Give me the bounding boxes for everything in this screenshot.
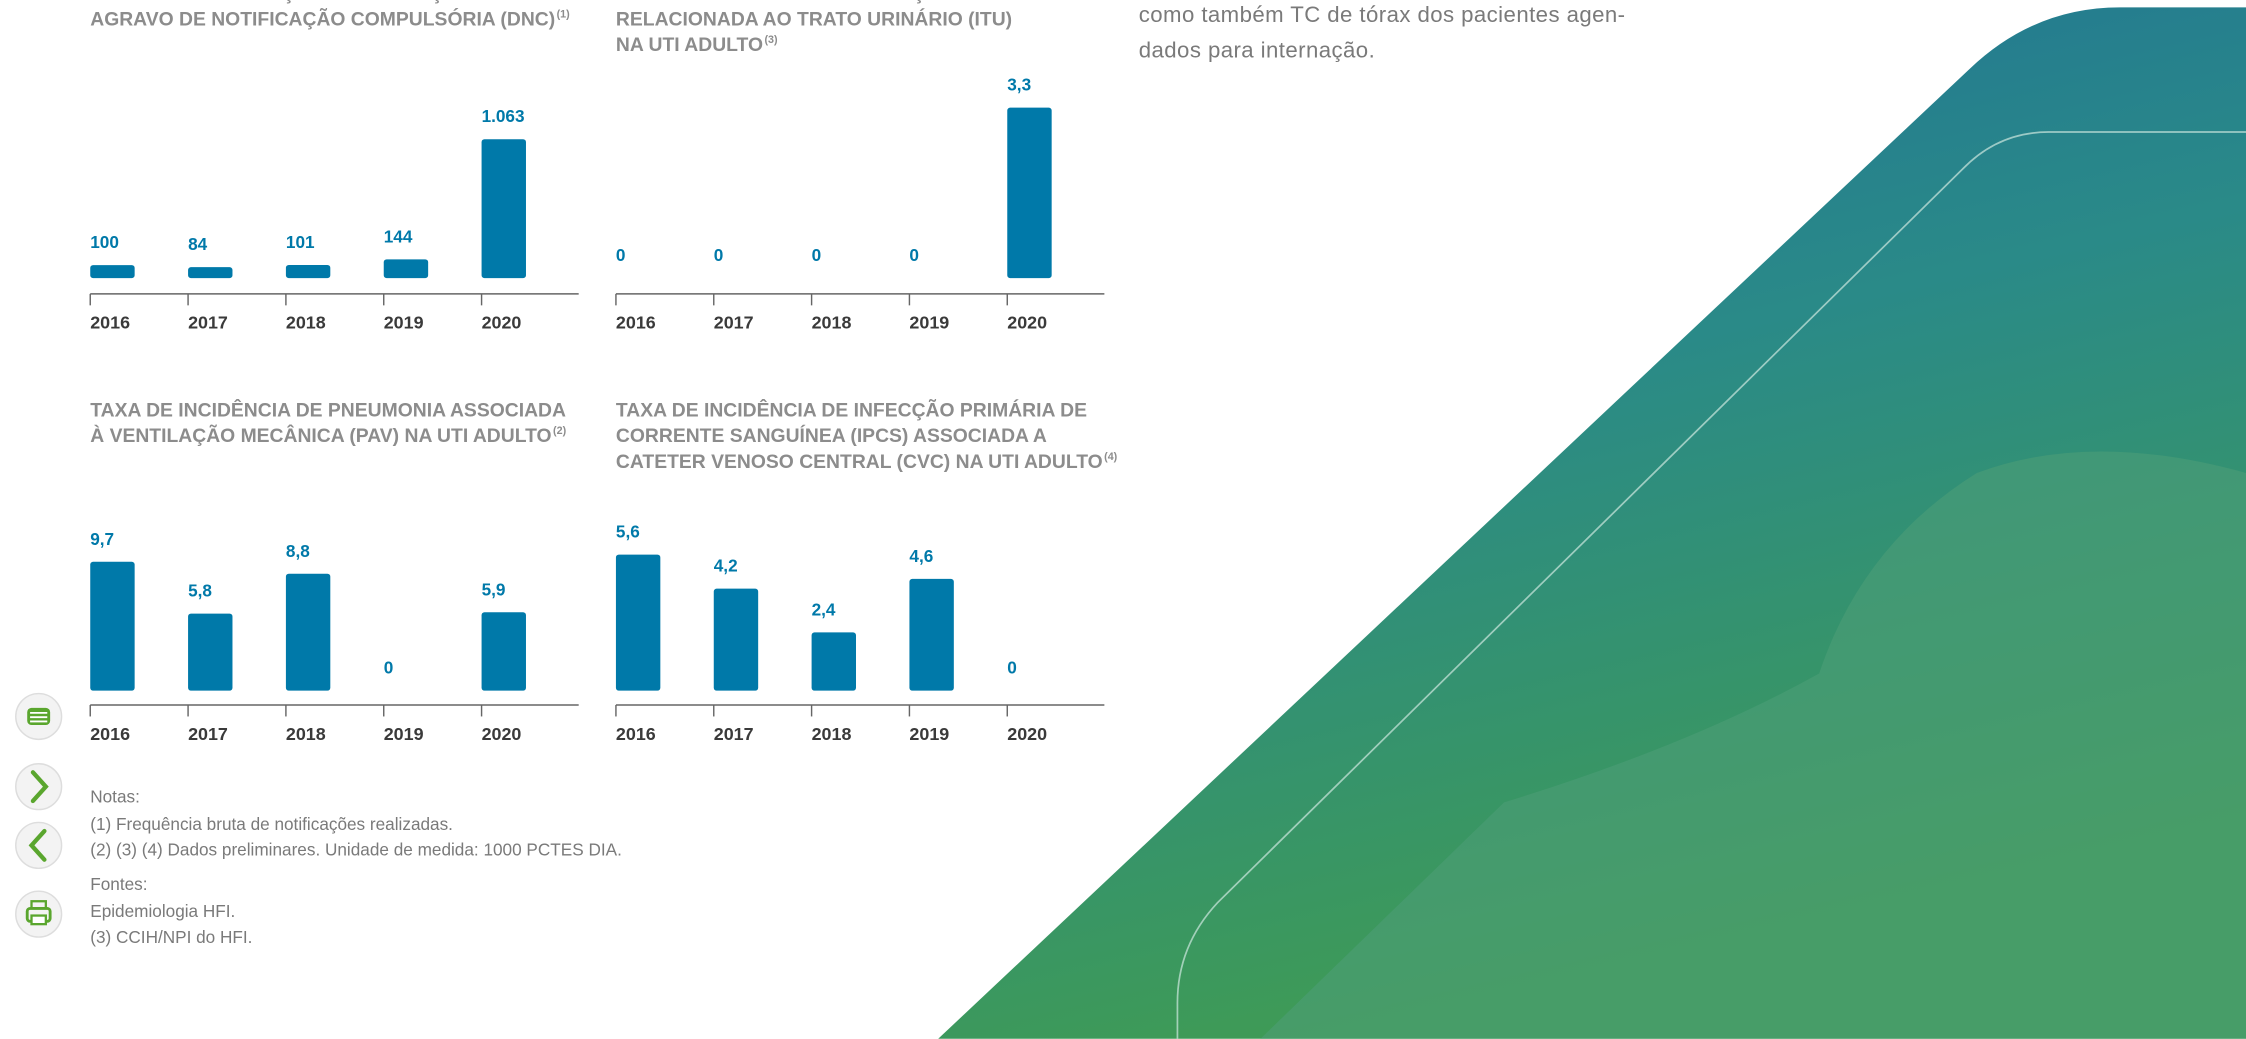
chart-title: RELACIONADA AO TRATO URINÁRIO (ITU) bbox=[616, 7, 1012, 30]
title-footnote-ref: (4) bbox=[1104, 451, 1118, 463]
x-tick-label: 2020 bbox=[1007, 313, 1047, 333]
note-line: (1) Frequência bruta de notificações rea… bbox=[90, 814, 453, 834]
value-label: 5,6 bbox=[616, 522, 640, 542]
x-tick-label: 2020 bbox=[1007, 724, 1047, 744]
bar bbox=[90, 561, 135, 691]
x-tick-label: 2016 bbox=[90, 313, 130, 333]
print-button[interactable] bbox=[15, 890, 63, 938]
value-label: 84 bbox=[188, 234, 208, 254]
menu-button[interactable] bbox=[15, 692, 63, 741]
chart-title: TAXA DE INCIDÊNCIA DE PNEUMONIA ASSOCIAD… bbox=[90, 397, 566, 421]
x-tick-label: 2018 bbox=[286, 313, 326, 333]
photo-figure bbox=[1260, 451, 2246, 1039]
chart-title: NA UTI ADULTO bbox=[616, 35, 763, 56]
previous-button[interactable] bbox=[15, 821, 63, 870]
bar bbox=[90, 265, 135, 279]
chart-title: CATETER VENOSO CENTRAL (CVC) NA UTI ADUL… bbox=[616, 452, 1103, 473]
x-tick-label: 2016 bbox=[616, 724, 656, 744]
bar bbox=[383, 259, 429, 279]
note-line: (2) (3) (4) Dados preliminares. Unidade … bbox=[90, 840, 622, 860]
value-label: 0 bbox=[616, 245, 626, 265]
x-tick-label: 2018 bbox=[812, 313, 852, 333]
value-label: 0 bbox=[812, 245, 822, 265]
value-label: 4,6 bbox=[909, 546, 933, 566]
note-line: Notas: bbox=[90, 787, 140, 807]
x-tick-label: 2016 bbox=[616, 313, 656, 333]
value-label: 5,9 bbox=[482, 579, 506, 599]
x-tick-label: 2019 bbox=[384, 313, 424, 333]
title-footnote-ref: (2) bbox=[553, 425, 567, 437]
value-label: 4,2 bbox=[714, 556, 738, 576]
photo-outline bbox=[1176, 131, 2246, 1039]
value-label: 101 bbox=[286, 232, 315, 252]
chart-title: CORRENTE SANGUÍNEA (IPCS) ASSOCIADA A bbox=[616, 424, 1047, 447]
value-label: 9,7 bbox=[90, 529, 114, 549]
value-label: 0 bbox=[1007, 658, 1017, 678]
value-label: 100 bbox=[90, 232, 119, 252]
paragraph-line: dados para internação. bbox=[1139, 38, 1375, 63]
chart-title: TAXA DE INCIDÊNCIA DE INFECÇÃO PRIMÁRIA … bbox=[616, 397, 1087, 421]
paragraph-line: como também TC de tórax dos pacientes ag… bbox=[1139, 2, 1626, 27]
x-tick-label: 2016 bbox=[90, 724, 130, 744]
title-footnote-ref: (1) bbox=[557, 8, 571, 20]
bar bbox=[615, 554, 661, 691]
side-buttons bbox=[15, 692, 63, 938]
bar bbox=[481, 612, 526, 691]
value-label: 5,8 bbox=[188, 581, 212, 601]
value-label: 1.063 bbox=[482, 106, 525, 126]
value-label: 0 bbox=[384, 658, 394, 678]
bar bbox=[285, 573, 331, 691]
x-tick-label: 2019 bbox=[384, 724, 424, 744]
value-label: 0 bbox=[909, 245, 919, 265]
bar bbox=[285, 264, 331, 279]
next-button[interactable] bbox=[15, 763, 63, 811]
chart-title: TOTAL DE NOTIFICAÇÕES DE DOENÇA E/OU bbox=[90, 0, 509, 5]
x-tick-label: 2017 bbox=[714, 313, 754, 333]
bar bbox=[188, 613, 233, 691]
bar bbox=[713, 588, 759, 691]
chart-title: À VENTILAÇÃO MECÂNICA (PAV) NA UTI ADULT… bbox=[90, 423, 551, 447]
x-tick-label: 2019 bbox=[909, 724, 949, 744]
x-tick-label: 2020 bbox=[482, 724, 522, 744]
x-tick-label: 2018 bbox=[286, 724, 326, 744]
x-tick-label: 2017 bbox=[714, 724, 754, 744]
x-tick-label: 2019 bbox=[909, 313, 949, 333]
value-label: 2,4 bbox=[812, 599, 836, 619]
x-tick-label: 2017 bbox=[188, 724, 228, 744]
bar bbox=[909, 578, 954, 691]
source-line: (3) CCIH/NPI do HFI. bbox=[90, 927, 252, 947]
bar bbox=[188, 267, 233, 279]
chart-title: AGRAVO DE NOTIFICAÇÃO COMPULSÓRIA (DNC) bbox=[90, 6, 555, 30]
bar bbox=[1007, 107, 1052, 279]
source-line: Fontes: bbox=[90, 874, 147, 894]
value-label: 3,3 bbox=[1007, 75, 1031, 95]
chart-title: TAXA DE INCIDÊNCIA DE INFECÇÕES bbox=[616, 0, 967, 5]
x-tick-label: 2018 bbox=[812, 724, 852, 744]
source-line: Epidemiologia HFI. bbox=[90, 901, 235, 921]
value-label: 8,8 bbox=[286, 541, 310, 561]
title-footnote-ref: (3) bbox=[764, 34, 778, 46]
bar bbox=[481, 139, 526, 279]
value-label: 0 bbox=[714, 245, 724, 265]
x-tick-label: 2017 bbox=[188, 313, 228, 333]
x-tick-label: 2020 bbox=[482, 313, 522, 333]
value-label: 144 bbox=[384, 226, 413, 246]
bar bbox=[811, 632, 857, 691]
